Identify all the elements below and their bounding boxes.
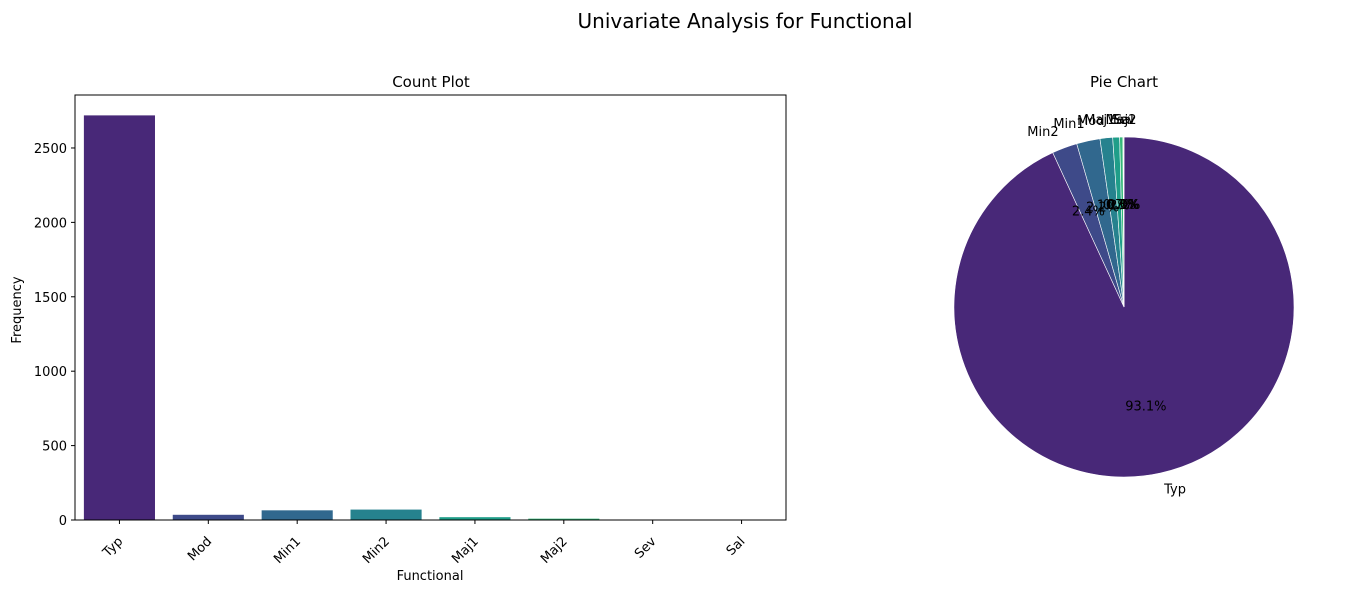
pie-percent-label: 1.2%	[1097, 199, 1130, 214]
pie-percent-label: 2.4%	[1072, 204, 1105, 219]
pie-percent-label: 93.1%	[1125, 400, 1166, 415]
x-axis-label: Functional	[397, 569, 464, 584]
bar-mod	[172, 514, 244, 520]
y-axis: 0 500 1000 1500 2000 2500	[34, 142, 75, 529]
pie-category-label: Min2	[1027, 125, 1058, 140]
bar-min1	[261, 510, 333, 520]
pie-percent-label: 2.2%	[1086, 200, 1119, 215]
pie-category-label: Min1	[1053, 117, 1084, 132]
bar-min2	[350, 509, 422, 520]
y-tick-label: 500	[42, 440, 67, 455]
y-tick-label: 2000	[34, 216, 67, 231]
y-tick-label: 2500	[34, 142, 67, 157]
pie-chart-title: Pie Chart	[1090, 73, 1158, 91]
pie-category-label: Mod	[1077, 114, 1104, 129]
pie-category-label: Typ	[1163, 483, 1186, 498]
y-tick-label: 0	[59, 514, 67, 529]
x-tick-label: Sal	[724, 534, 749, 559]
figure-title: Univariate Analysis for Functional	[578, 9, 913, 33]
pie-percent-label: 0.0%	[1107, 198, 1140, 213]
pie-slices	[953, 136, 1295, 478]
bar-chart-title: Count Plot	[392, 73, 470, 91]
pie-chart: Pie Chart Typ 93.1% Min2 2.4% Min1 2.2% Mod 1.2…	[953, 73, 1295, 498]
y-tick-label: 1000	[34, 365, 67, 380]
bar-maj1	[439, 517, 511, 520]
x-tick-label: Sev	[632, 534, 660, 562]
pie-percent-label: 0.3%	[1106, 198, 1139, 213]
y-axis-label: Frequency	[10, 276, 25, 343]
y-tick-label: 1500	[34, 291, 67, 306]
pie-category-label: Maj2	[1105, 113, 1136, 128]
x-tick-label: Min1	[271, 534, 304, 567]
x-tick-label: Typ	[99, 534, 126, 561]
x-tick-label: Min2	[360, 534, 393, 567]
pie-category-label: Maj1	[1084, 113, 1115, 128]
pie-category-label: Sev	[1111, 113, 1135, 128]
bar-typ	[83, 115, 155, 520]
plot-frame	[74, 94, 787, 521]
x-tick-label: Maj1	[449, 534, 482, 567]
bar-maj2	[528, 518, 600, 520]
x-axis: Typ Mod Min1 Min2 Maj1 Maj2 Sev Sal	[99, 520, 748, 567]
x-tick-label: Mod	[185, 534, 215, 564]
x-tick-label: Maj2	[538, 534, 571, 567]
pie-percent-label: 0.1%	[1107, 198, 1140, 213]
pie-category-label: Sal	[1114, 113, 1134, 128]
pie-percent-label: 0.7%	[1103, 198, 1136, 213]
count-plot: Count Plot 0 500 1000 1500 2000 2500 Typ Mod Mi…	[10, 73, 787, 584]
pie-labels: Typ 93.1% Min2 2.4% Min1 2.2% Mod 1.2% Maj1 0.7% M…	[1027, 113, 1186, 498]
bar-series	[83, 115, 778, 520]
